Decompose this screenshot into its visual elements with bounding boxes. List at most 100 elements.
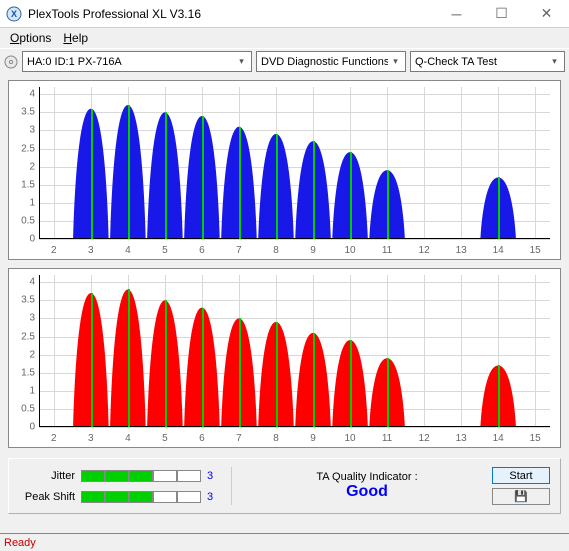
- x-tick-label: 11: [382, 433, 392, 444]
- chevron-down-icon: ▾: [547, 56, 562, 67]
- meter-segment: [129, 491, 153, 503]
- disk-icon: 💾: [514, 490, 528, 503]
- close-button[interactable]: ✕: [524, 0, 569, 28]
- jitter-row: Jitter 3: [19, 467, 221, 484]
- y-tick-label: 0: [13, 234, 35, 245]
- svg-text:X: X: [11, 9, 17, 19]
- x-tick-label: 13: [456, 245, 467, 256]
- menu-help[interactable]: Help: [57, 29, 94, 47]
- minimize-button[interactable]: ─: [434, 0, 479, 28]
- y-axis: [39, 87, 40, 239]
- content-area: 00.511.522.533.5423456789101112131415 00…: [0, 74, 569, 533]
- peakshift-label: Peak Shift: [19, 491, 75, 503]
- drive-combo[interactable]: HA:0 ID:1 PX-716A ▾: [22, 51, 252, 72]
- test-combo[interactable]: Q-Check TA Test ▾: [410, 51, 565, 72]
- x-tick-label: 14: [493, 433, 504, 444]
- peak-marker: [276, 322, 278, 427]
- y-tick-label: 0.5: [13, 403, 35, 414]
- peak-marker: [350, 152, 352, 239]
- toolbar: HA:0 ID:1 PX-716A ▾ DVD Diagnostic Funct…: [0, 48, 569, 74]
- chevron-down-icon: ▾: [234, 56, 249, 67]
- chart-top: 00.511.522.533.5423456789101112131415: [8, 80, 561, 260]
- jitter-bar: [81, 470, 201, 482]
- jitter-label: Jitter: [19, 470, 75, 482]
- x-tick-label: 5: [162, 245, 168, 256]
- meters: Jitter 3 Peak Shift 3: [19, 467, 221, 505]
- peak-marker: [91, 109, 93, 239]
- peak-marker: [498, 365, 500, 427]
- peaks-svg: [39, 87, 550, 239]
- chart-bottom-plot: [39, 275, 550, 427]
- meter-segment: [177, 491, 201, 503]
- y-tick-label: 3: [13, 125, 35, 136]
- y-tick-label: 2: [13, 349, 35, 360]
- y-tick-label: 2.5: [13, 143, 35, 154]
- x-tick-label: 4: [125, 433, 131, 444]
- maximize-button[interactable]: ☐: [479, 0, 524, 28]
- peak-marker: [313, 141, 315, 239]
- x-tick-label: 2: [51, 245, 57, 256]
- jitter-value: 3: [207, 470, 221, 482]
- save-button[interactable]: 💾: [492, 488, 550, 505]
- peak-marker: [313, 333, 315, 427]
- x-tick-label: 2: [51, 433, 57, 444]
- y-axis: [39, 275, 40, 427]
- x-tick-label: 12: [419, 433, 430, 444]
- mode-combo-text: DVD Diagnostic Functions: [261, 56, 388, 68]
- y-tick-label: 0.5: [13, 215, 35, 226]
- app-icon: X: [6, 6, 22, 22]
- x-axis: [39, 238, 550, 239]
- start-button[interactable]: Start: [492, 467, 550, 484]
- test-combo-text: Q-Check TA Test: [415, 56, 547, 68]
- x-tick-label: 11: [382, 245, 392, 256]
- y-tick-label: 3.5: [13, 295, 35, 306]
- peak-marker: [239, 127, 241, 239]
- button-column: Start 💾: [492, 467, 550, 505]
- ta-indicator: TA Quality Indicator : Good: [231, 467, 482, 505]
- y-tick-label: 2: [13, 161, 35, 172]
- peakshift-row: Peak Shift 3: [19, 488, 221, 505]
- peak-marker: [387, 170, 389, 239]
- meter-segment: [105, 470, 129, 482]
- y-tick-label: 4: [13, 89, 35, 100]
- peakshift-bar: [81, 491, 201, 503]
- meter-segment: [177, 470, 201, 482]
- meter-segment: [81, 470, 105, 482]
- gridline-h: [39, 427, 550, 428]
- x-tick-label: 12: [419, 245, 430, 256]
- mode-combo[interactable]: DVD Diagnostic Functions ▾: [256, 51, 406, 72]
- titlebar: X PlexTools Professional XL V3.16 ─ ☐ ✕: [0, 0, 569, 28]
- peakshift-value: 3: [207, 491, 221, 503]
- x-tick-label: 10: [344, 245, 355, 256]
- peak-marker: [350, 340, 352, 427]
- y-tick-label: 1.5: [13, 367, 35, 378]
- peak-marker: [165, 300, 167, 427]
- x-tick-label: 3: [88, 433, 94, 444]
- meter-segment: [105, 491, 129, 503]
- x-tick-label: 7: [236, 245, 242, 256]
- drive-combo-text: HA:0 ID:1 PX-716A: [27, 56, 234, 68]
- x-tick-label: 15: [530, 245, 541, 256]
- y-tick-label: 4: [13, 277, 35, 288]
- meter-segment: [129, 470, 153, 482]
- x-tick-label: 10: [344, 433, 355, 444]
- meter-segment: [81, 491, 105, 503]
- peak-marker: [498, 177, 500, 239]
- y-tick-label: 1.5: [13, 179, 35, 190]
- x-tick-label: 9: [310, 245, 316, 256]
- x-tick-label: 4: [125, 245, 131, 256]
- ta-value: Good: [346, 483, 388, 501]
- peak-marker: [128, 105, 130, 239]
- menu-options[interactable]: Options: [4, 29, 57, 47]
- x-tick-label: 6: [199, 433, 205, 444]
- status-text: Ready: [4, 537, 36, 549]
- peak-marker: [239, 318, 241, 427]
- y-tick-label: 3.5: [13, 107, 35, 118]
- x-tick-label: 5: [162, 433, 168, 444]
- x-tick-label: 3: [88, 245, 94, 256]
- statusbar: Ready: [0, 533, 569, 551]
- disc-icon: [4, 55, 18, 69]
- y-tick-label: 0: [13, 422, 35, 433]
- x-tick-label: 13: [456, 433, 467, 444]
- peak-marker: [276, 134, 278, 239]
